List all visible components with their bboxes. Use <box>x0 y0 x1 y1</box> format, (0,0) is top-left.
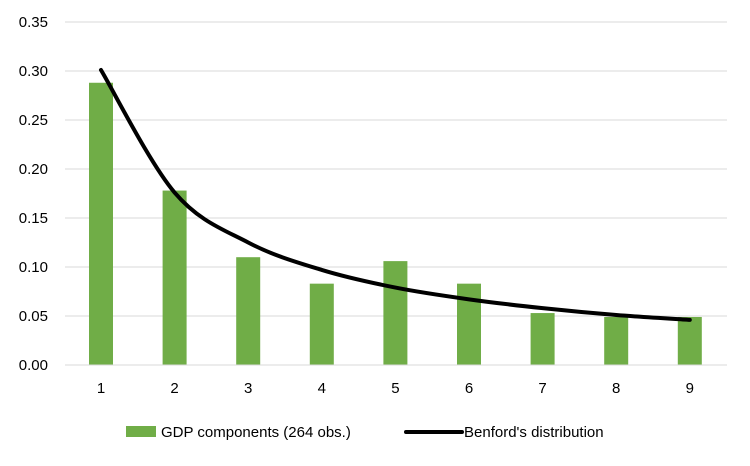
x-tick-label: 7 <box>538 380 546 397</box>
bar <box>677 316 702 365</box>
y-tick-label: 0.20 <box>19 161 48 178</box>
legend: GDP components (264 obs.) Benford's dist… <box>126 424 604 441</box>
bar <box>530 313 555 365</box>
x-tick-label: 2 <box>170 380 178 397</box>
x-tick-label: 8 <box>612 380 620 397</box>
x-axis-ticks: 1 2 3 4 5 6 7 8 9 <box>97 380 694 397</box>
bar <box>604 316 629 365</box>
x-tick-label: 9 <box>686 380 694 397</box>
bar <box>383 261 408 365</box>
y-tick-label: 0.30 <box>19 63 48 80</box>
x-tick-label: 5 <box>391 380 399 397</box>
benford-line <box>99 68 692 322</box>
bar <box>236 257 261 365</box>
x-tick-label: 4 <box>318 380 326 397</box>
y-tick-label: 0.00 <box>19 357 48 374</box>
bar <box>309 283 334 365</box>
y-tick-label: 0.25 <box>19 112 48 129</box>
bar <box>162 190 187 365</box>
x-tick-label: 6 <box>465 380 473 397</box>
y-axis-ticks: 0.00 0.05 0.10 0.15 0.20 0.25 0.30 0.35 <box>19 14 48 374</box>
bar <box>457 283 481 365</box>
bars <box>89 82 702 365</box>
y-tick-label: 0.05 <box>19 308 48 325</box>
y-tick-label: 0.35 <box>19 14 48 31</box>
legend-label-line: Benford's distribution <box>464 424 604 441</box>
legend-swatch-bars <box>126 426 156 437</box>
x-tick-label: 1 <box>97 380 105 397</box>
bar <box>89 82 113 365</box>
benford-curve <box>99 68 692 322</box>
x-tick-label: 3 <box>244 380 252 397</box>
y-tick-label: 0.10 <box>19 259 48 276</box>
y-tick-label: 0.15 <box>19 210 48 227</box>
legend-label-bars: GDP components (264 obs.) <box>161 424 351 441</box>
